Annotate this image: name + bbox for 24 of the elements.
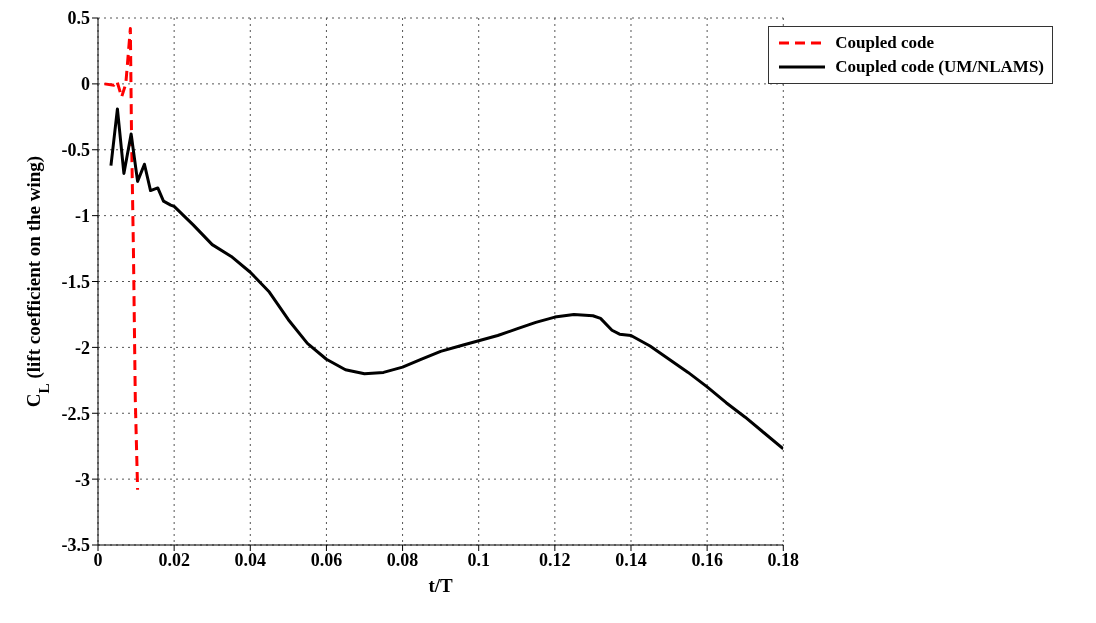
y-tick-label: -3.5 bbox=[61, 535, 90, 556]
x-tick-label: 0 bbox=[93, 549, 103, 570]
x-tick-label: 0.1 bbox=[467, 549, 490, 570]
y-tick-label: 0.5 bbox=[67, 8, 90, 29]
x-tick-label: 0.04 bbox=[234, 549, 267, 570]
y-tick-label: -3 bbox=[75, 469, 90, 490]
legend-label: Coupled code bbox=[835, 32, 934, 54]
x-tick-label: 0.12 bbox=[539, 549, 571, 570]
x-tick-label: 0.08 bbox=[386, 549, 419, 570]
x-tick-label: 0.06 bbox=[310, 549, 343, 570]
y-tick-label: -1.5 bbox=[61, 271, 90, 292]
legend-label: Coupled code (UM/NLAMS) bbox=[835, 56, 1044, 78]
y-tick-label: -2 bbox=[75, 337, 90, 358]
line-series bbox=[102, 27, 140, 492]
x-tick-label: 0.16 bbox=[691, 549, 723, 570]
line-series bbox=[109, 107, 784, 451]
y-tick-label: -1 bbox=[75, 206, 90, 227]
x-tick-label: 0.02 bbox=[158, 549, 190, 570]
x-tick-label: 0.14 bbox=[615, 549, 647, 570]
x-axis-title: t/T bbox=[428, 575, 454, 596]
y-tick-label: 0 bbox=[81, 74, 90, 95]
x-tick-label: 0.18 bbox=[767, 549, 800, 570]
y-tick-label: -0.5 bbox=[61, 140, 90, 161]
y-tick-label: -2.5 bbox=[61, 403, 90, 424]
